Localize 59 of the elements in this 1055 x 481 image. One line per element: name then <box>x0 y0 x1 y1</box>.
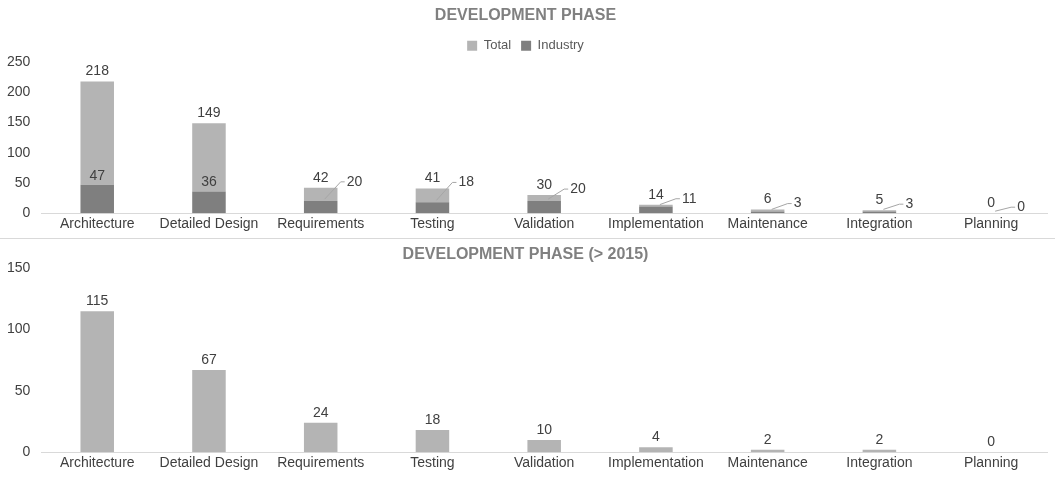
x-tick-label: Detailed Design <box>159 454 259 471</box>
total-label: 5 <box>875 191 884 208</box>
total-label: 42 <box>312 168 329 185</box>
x-tick-label: Planning <box>963 454 1019 471</box>
x-tick-label: Maintenance <box>727 454 808 471</box>
y-tick-label: 250 <box>7 53 31 70</box>
total-label: 149 <box>197 104 221 121</box>
data-label: 10 <box>536 420 553 437</box>
total-label: 6 <box>763 190 772 207</box>
y-tick-label: 200 <box>7 83 31 100</box>
y-tick-label: 150 <box>7 259 31 276</box>
data-label: 2 <box>875 430 884 447</box>
data-label: 24 <box>312 403 329 420</box>
data-label: 20 <box>570 179 586 196</box>
x-tick-label: Testing <box>410 454 455 471</box>
data-label: 18 <box>424 410 441 427</box>
x-tick-label: Requirements <box>277 454 365 471</box>
y-tick-label: 0 <box>22 204 31 221</box>
total-label: 0 <box>987 194 996 211</box>
x-tick-label: Detailed Design <box>159 215 259 232</box>
data-label: 2 <box>763 430 772 447</box>
y-tick-label: 100 <box>7 320 31 337</box>
data-label: 115 <box>86 291 109 308</box>
data-label: 67 <box>201 350 217 367</box>
data-label: 3 <box>793 194 802 211</box>
x-tick-label: Validation <box>513 215 575 232</box>
x-tick-label: Architecture <box>59 454 135 471</box>
x-tick-label: Integration <box>846 454 913 471</box>
x-tick-label: Validation <box>513 454 575 471</box>
data-label: 4 <box>652 428 661 445</box>
total-label: 30 <box>536 175 553 192</box>
data-label: 0 <box>987 433 996 450</box>
data-label: 3 <box>905 195 914 212</box>
data-label: 47 <box>89 166 106 183</box>
data-label: 18 <box>458 173 475 190</box>
y-tick-label: 150 <box>7 113 31 130</box>
x-tick-label: Requirements <box>277 215 365 232</box>
x-tick-label: Implementation <box>608 215 704 232</box>
x-tick-label: Implementation <box>608 454 704 471</box>
y-tick-label: 50 <box>14 173 31 190</box>
legend-label: Industry <box>537 37 585 53</box>
x-tick-label: Architecture <box>59 215 135 232</box>
total-label: 218 <box>85 62 110 79</box>
x-tick-label: Integration <box>846 215 913 232</box>
chart-title: DEVELOPMENT PHASE <box>434 6 617 24</box>
x-tick-label: Testing <box>410 215 455 232</box>
x-tick-label: Maintenance <box>727 215 808 232</box>
x-tick-label: Planning <box>963 215 1019 232</box>
total-label: 41 <box>424 169 441 186</box>
data-label: 36 <box>201 173 217 190</box>
legend-label: Total <box>483 37 512 53</box>
y-tick-label: 0 <box>22 443 31 460</box>
data-label: 0 <box>1017 198 1026 215</box>
data-label: 11 <box>681 189 697 206</box>
chart-title: DEVELOPMENT PHASE (> 2015) <box>402 245 649 263</box>
data-label: 20 <box>346 172 363 189</box>
y-tick-label: 100 <box>7 143 31 160</box>
y-tick-label: 50 <box>14 381 31 398</box>
total-label: 14 <box>648 185 664 202</box>
